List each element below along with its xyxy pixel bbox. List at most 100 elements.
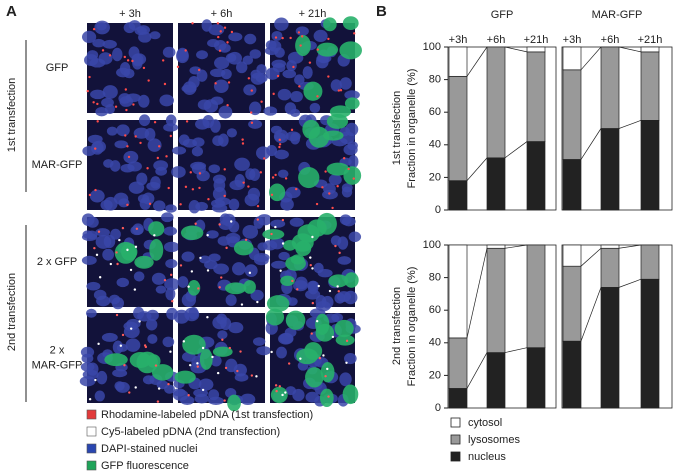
legend-label: Rhodamine-labeled pDNA (1st transfection…	[101, 409, 313, 421]
dna-dot	[326, 367, 329, 371]
nucleus-blob	[348, 155, 359, 169]
micrograph	[265, 308, 361, 408]
gfp-blob	[316, 212, 337, 235]
nucleus-blob	[163, 123, 179, 132]
legend-label: nucleus	[468, 451, 506, 463]
gfp-blob	[316, 42, 339, 57]
bar-segment	[640, 244, 660, 280]
group-label: 2nd transfection	[6, 273, 18, 351]
gfp-blob	[129, 351, 151, 368]
nucleus-blob	[201, 19, 212, 32]
nucleus-blob	[292, 388, 305, 402]
dna-dot	[228, 346, 232, 350]
gfp-blob	[182, 334, 206, 355]
dna-dot	[334, 244, 337, 248]
nucleus-blob	[86, 362, 99, 376]
gfp-blob	[243, 280, 256, 294]
bar-segment	[600, 287, 620, 409]
legend-swatch	[450, 417, 461, 428]
dna-dot	[263, 157, 266, 160]
dna-dot	[299, 357, 302, 360]
nucleus-blob	[92, 38, 106, 48]
legend-label: Cy5-labeled pDNA (2nd transfection)	[101, 426, 280, 438]
dna-dot	[230, 30, 234, 34]
nucleus-blob	[196, 69, 208, 82]
nucleus-blob	[159, 94, 174, 107]
column-label: + 3h	[119, 8, 141, 20]
y-tick-label: 100	[423, 239, 441, 251]
dna-dot	[297, 31, 301, 34]
dna-dot	[163, 82, 167, 86]
dna-dot	[146, 167, 149, 170]
nucleus-blob	[149, 31, 161, 40]
y-tick-label: 80	[429, 74, 441, 86]
nucleus-blob	[313, 29, 328, 43]
dna-dot	[321, 186, 324, 189]
dna-dot	[101, 49, 105, 52]
nucleus-blob	[181, 293, 196, 307]
dna-dot	[109, 262, 113, 266]
nucleus-blob	[96, 295, 111, 307]
nucleus-blob	[116, 67, 131, 78]
dna-dot	[206, 233, 209, 237]
dna-dot	[161, 59, 165, 62]
bar-segment	[600, 244, 620, 249]
y-tick-label: 60	[429, 304, 441, 316]
y-tick-label: 20	[429, 171, 441, 183]
bar-segment	[526, 46, 546, 53]
dna-dot	[218, 286, 221, 289]
nucleus-blob	[334, 292, 346, 304]
nucleus-blob	[208, 164, 221, 174]
y-tick-label: 40	[429, 139, 441, 151]
bar-segment	[486, 247, 506, 353]
dna-dot	[309, 256, 312, 259]
gfp-blob	[326, 162, 350, 176]
dna-dot	[259, 171, 263, 174]
nucleus-blob	[102, 85, 118, 99]
row-label: 1st transfection	[391, 91, 403, 166]
dna-dot	[230, 220, 233, 223]
nucleus-blob	[225, 294, 237, 306]
dna-dot	[338, 251, 341, 255]
nucleus-blob	[118, 198, 130, 208]
dna-dot	[316, 95, 319, 98]
dna-dot	[86, 89, 89, 93]
dna-dot	[276, 74, 280, 78]
nucleus-blob	[90, 89, 106, 100]
nucleus-blob	[250, 289, 264, 301]
gfp-blob	[121, 243, 138, 261]
bar-segment	[526, 244, 546, 349]
nucleus-blob	[343, 143, 358, 156]
dna-dot	[157, 387, 161, 390]
dna-dot	[225, 246, 228, 250]
nucleus-blob	[213, 263, 229, 275]
gfp-blob	[233, 240, 254, 256]
row-label: MAR-GFP	[32, 359, 83, 371]
nucleus-blob	[164, 278, 180, 291]
dna-dot	[156, 400, 160, 403]
dna-dot	[311, 301, 315, 305]
bar-segment	[640, 51, 660, 121]
dna-dot	[211, 355, 214, 359]
x-tick-label: +3h	[449, 34, 468, 46]
nucleus-blob	[244, 33, 257, 45]
dna-dot	[281, 393, 284, 397]
nucleus-blob	[146, 318, 158, 331]
nucleus-blob	[256, 346, 272, 356]
dna-dot	[198, 172, 202, 175]
bar-segment	[486, 157, 506, 211]
dna-dot	[138, 320, 141, 323]
dna-dot	[216, 371, 220, 375]
nucleus-blob	[295, 26, 309, 36]
dna-dot	[242, 181, 245, 184]
nucleus-blob	[123, 22, 136, 34]
nucleus-blob	[138, 94, 150, 108]
dna-dot	[126, 203, 129, 207]
gfp-blob	[266, 295, 290, 313]
nucleus-blob	[344, 353, 357, 365]
nucleus-blob	[212, 186, 227, 201]
connector	[504, 347, 528, 353]
dna-dot	[185, 120, 189, 123]
micrograph	[266, 113, 362, 211]
dna-dot	[179, 203, 182, 206]
